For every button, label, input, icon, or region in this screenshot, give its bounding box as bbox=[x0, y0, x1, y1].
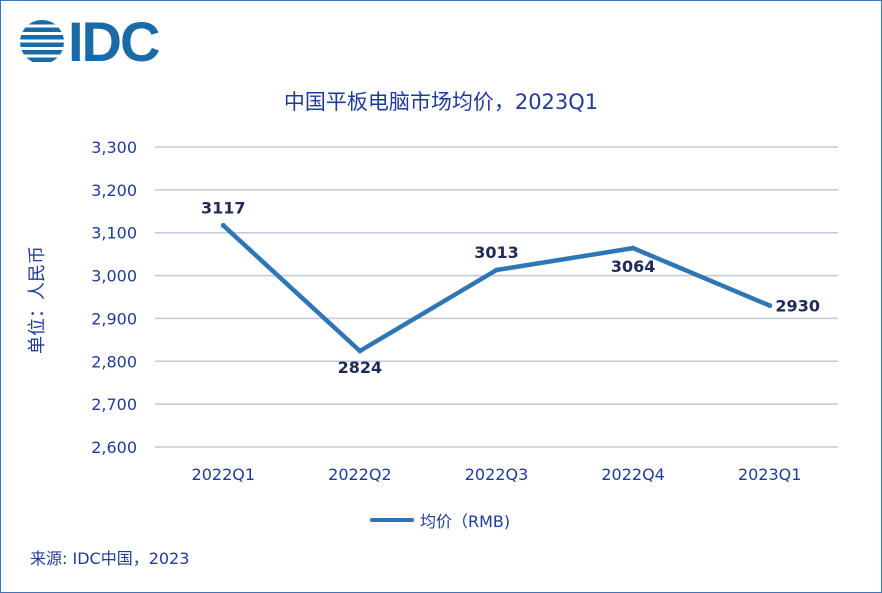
chart-title: 中国平板电脑市场均价，2023Q1 bbox=[283, 90, 599, 114]
idc-globe-icon bbox=[20, 20, 64, 62]
x-tick-label: 2022Q3 bbox=[465, 465, 529, 484]
source-note: 来源: IDC中国，2023 bbox=[30, 549, 190, 568]
y-tick-label: 2,800 bbox=[91, 352, 137, 371]
x-tick-label: 2022Q4 bbox=[601, 465, 665, 484]
data-point bbox=[494, 267, 499, 273]
data-label: 2930 bbox=[775, 297, 820, 316]
y-tick-label: 3,300 bbox=[91, 138, 137, 157]
data-point bbox=[630, 245, 636, 251]
legend-label: 均价（RMB) bbox=[420, 512, 511, 531]
data-label: 2824 bbox=[338, 358, 383, 377]
y-tick-label: 2,700 bbox=[91, 395, 137, 414]
legend: 均价（RMB) bbox=[370, 508, 510, 532]
data-point bbox=[357, 348, 363, 354]
x-tick-label: 2022Q2 bbox=[328, 465, 392, 484]
y-tick-label: 3,200 bbox=[91, 181, 137, 200]
y-tick-label: 3,000 bbox=[91, 267, 137, 286]
idc-logo: IDC bbox=[18, 10, 160, 73]
x-tick-label: 2023Q1 bbox=[738, 465, 802, 484]
legend-swatch bbox=[370, 518, 414, 522]
data-label: 3064 bbox=[611, 257, 656, 276]
x-tick-label: 2022Q1 bbox=[192, 465, 256, 484]
data-point bbox=[220, 222, 226, 228]
data-label: 3117 bbox=[201, 198, 246, 217]
data-point bbox=[767, 303, 773, 309]
data-label: 3013 bbox=[474, 243, 519, 262]
y-tick-label: 2,900 bbox=[91, 309, 137, 328]
y-tick-label: 2,600 bbox=[91, 438, 137, 457]
logo-text: IDC bbox=[68, 10, 160, 73]
y-tick-label: 3,100 bbox=[91, 224, 137, 243]
